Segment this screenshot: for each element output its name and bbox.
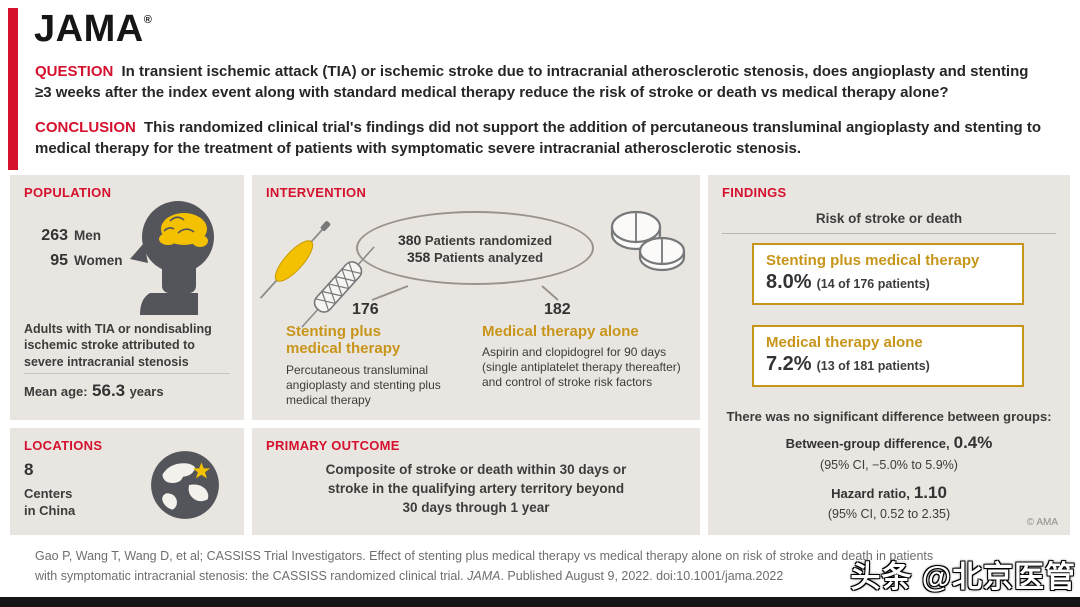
findings-title: FINDINGS <box>722 185 787 200</box>
hazard-ratio: Hazard ratio, 1.10 <box>708 483 1070 503</box>
women-count: 95 <box>50 252 68 269</box>
citation-line2-pre: with symptomatic intracranial stenosis: … <box>35 569 468 583</box>
stenting-result-label: Stenting plus medical therapy <box>766 252 980 269</box>
women-label: Women <box>74 253 123 268</box>
citation-line1: Gao P, Wang T, Wang D, et al; CASSISS Tr… <box>35 549 934 563</box>
question-paragraph: QUESTION In transient ischemic attack (T… <box>35 62 1049 103</box>
randomization-connector-lines <box>371 285 559 301</box>
randomized-label: Patients randomized <box>424 232 553 248</box>
mean-age-label: Mean age: <box>24 384 88 399</box>
primary-outcome-title: PRIMARY OUTCOME <box>266 438 400 453</box>
centers-label: Centers <box>24 486 73 501</box>
question-label: QUESTION <box>35 63 114 80</box>
medical-result-detail: (13 of 181 patients) <box>816 359 930 373</box>
population-title: POPULATION <box>24 185 112 200</box>
between-group-difference: Between-group difference, 0.4% <box>708 433 1070 453</box>
analyzed-count: 358 <box>406 248 431 265</box>
findings-divider <box>722 233 1056 234</box>
stenting-result-detail: (14 of 176 patients) <box>816 277 930 291</box>
stenting-result-value: 8.0% <box>766 271 812 293</box>
medical-result-box: Medical therapy alone 7.2% (13 of 181 pat… <box>752 325 1024 387</box>
hazard-label: Hazard ratio, <box>831 486 910 501</box>
arm1-count: 176 <box>352 301 379 318</box>
conclusion-paragraph: CONCLUSION This randomized clinical tria… <box>35 118 1049 159</box>
population-divider <box>24 373 230 374</box>
findings-panel: FINDINGS Risk of stroke or death Stentin… <box>708 175 1070 535</box>
citation-line2: with symptomatic intracranial stenosis: … <box>35 566 933 586</box>
locations-title: LOCATIONS <box>24 438 103 453</box>
primary-outcome-text: Composite of stroke or death within 30 d… <box>325 462 627 516</box>
patients-randomized: 380 Patients randomized <box>398 232 552 248</box>
mean-age-value: 56.3 <box>92 381 126 400</box>
men-stat-row: 263 Men <box>26 227 123 245</box>
jama-logo: JAMA® <box>34 8 152 51</box>
mean-age: Mean age: 56.3 years <box>24 381 164 401</box>
pills-icon <box>610 210 686 272</box>
medical-result-line: 7.2% (13 of 181 patients) <box>766 353 1010 376</box>
intervention-title: INTERVENTION <box>266 185 367 200</box>
toutiao-watermark: 头条 @北京医管 <box>850 561 1076 594</box>
no-difference-note: There was no significant difference betw… <box>726 409 1052 424</box>
population-description: Adults with TIA or nondisabling ischemic… <box>24 322 212 369</box>
arm2-description: Aspirin and clopidogrel for 90 days (sin… <box>482 345 681 390</box>
jama-logo-text: JAMA <box>34 8 144 50</box>
medical-result-label: Medical therapy alone <box>766 334 923 351</box>
hazard-ci: (95% CI, 0.52 to 2.35) <box>827 507 951 521</box>
patients-analyzed: 358 Patients analyzed <box>407 249 543 265</box>
mean-age-unit: years <box>129 384 164 399</box>
hazard-value: 1.10 <box>913 483 947 502</box>
centers-count: 8 <box>24 460 34 479</box>
men-label: Men <box>74 228 101 243</box>
globe-icon <box>151 451 219 519</box>
difference-label: Between-group difference, <box>785 436 950 451</box>
stenting-result-line: 8.0% (14 of 176 patients) <box>766 271 1010 294</box>
brand-red-stripe <box>8 8 18 170</box>
citation: Gao P, Wang T, Wang D, et al; CASSISS Tr… <box>35 546 933 586</box>
primary-outcome-panel: PRIMARY OUTCOME Composite of stroke or d… <box>252 428 700 535</box>
arm1-block: Stenting plus medical therapy Percutaneo… <box>286 323 474 408</box>
question-text: In transient ischemic attack (TIA) or is… <box>35 63 1029 101</box>
arm1-label: Stenting plus medical therapy <box>286 323 401 358</box>
centers-country: in China <box>24 503 76 518</box>
citation-line2-post: . Published August 9, 2022. doi:10.1001/… <box>500 569 784 583</box>
bottom-bar <box>0 597 1080 607</box>
arm2-count: 182 <box>544 301 571 318</box>
arm1-description: Percutaneous transluminal angioplasty an… <box>286 362 441 407</box>
analyzed-label: Patients analyzed <box>433 249 544 265</box>
citation-journal: JAMA <box>467 569 501 583</box>
locations-panel: LOCATIONS 8 Centers in China <box>10 428 244 535</box>
stent-catheter-icon <box>260 221 375 328</box>
women-stat-row: 95 Women <box>26 252 123 270</box>
randomized-count: 380 <box>397 231 422 248</box>
arm2-block: Medical therapy alone Aspirin and clopid… <box>482 323 688 390</box>
population-stats: 263 Men 95 Women <box>26 227 123 277</box>
intervention-panel: INTERVENTION 380 Patients randomized 358… <box>252 175 700 420</box>
conclusion-label: CONCLUSION <box>35 119 136 136</box>
medical-result-value: 7.2% <box>766 353 812 375</box>
population-panel: POPULATION 263 Men 95 Women Adults with TI… <box>10 175 244 420</box>
conclusion-text: This randomized clinical trial's finding… <box>35 119 1041 157</box>
men-count: 263 <box>41 227 68 244</box>
star-marker <box>192 462 211 479</box>
randomization-ellipse: 380 Patients randomized 358 Patients ana… <box>356 211 594 285</box>
head-brain-icon <box>130 201 214 315</box>
findings-subtitle: Risk of stroke or death <box>815 211 963 226</box>
ama-copyright: © AMA <box>1026 517 1058 528</box>
difference-ci: (95% CI, −5.0% to 5.9%) <box>820 458 958 472</box>
arm2-label: Medical therapy alone <box>482 323 639 340</box>
registered-mark: ® <box>143 14 153 26</box>
stenting-result-box: Stenting plus medical therapy 8.0% (14 of… <box>752 243 1024 305</box>
difference-value: 0.4% <box>953 433 993 452</box>
